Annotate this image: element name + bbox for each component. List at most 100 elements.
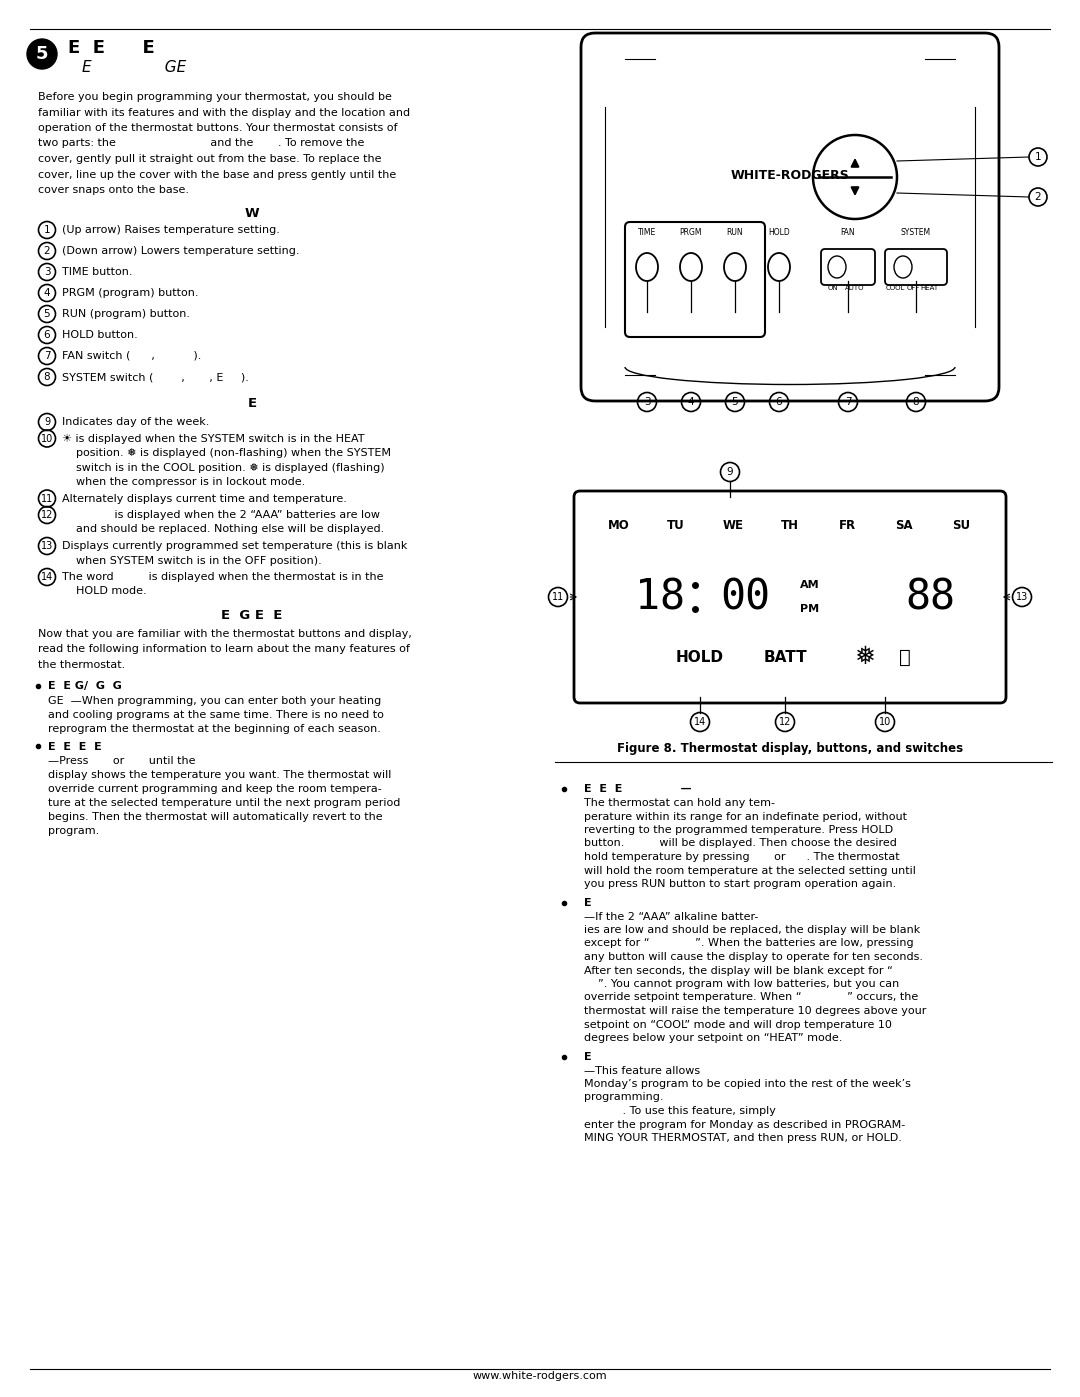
Text: SA: SA — [895, 520, 913, 532]
Text: 10: 10 — [879, 717, 891, 726]
Text: PM: PM — [800, 604, 819, 615]
Text: FAN switch (      ,           ).: FAN switch ( , ). — [62, 351, 201, 360]
Text: begins. Then the thermostat will automatically revert to the: begins. Then the thermostat will automat… — [48, 812, 382, 821]
Text: 6: 6 — [43, 330, 51, 339]
Text: 12: 12 — [41, 510, 53, 520]
Text: After ten seconds, the display will be blank except for “: After ten seconds, the display will be b… — [584, 965, 893, 975]
Text: (Down arrow) Lowers temperature setting.: (Down arrow) Lowers temperature setting. — [62, 246, 299, 256]
Text: Now that you are familiar with the thermostat buttons and display,: Now that you are familiar with the therm… — [38, 629, 411, 638]
Text: when the compressor is in lockout mode.: when the compressor is in lockout mode. — [62, 476, 306, 488]
Text: program.: program. — [48, 826, 99, 835]
Text: 18: 18 — [635, 576, 685, 617]
Text: 8: 8 — [913, 397, 919, 407]
Text: ☀ is displayed when the SYSTEM switch is in the HEAT: ☀ is displayed when the SYSTEM switch is… — [62, 433, 365, 444]
Text: Displays currently programmed set temperature (this is blank: Displays currently programmed set temper… — [62, 541, 407, 550]
Text: read the following information to learn about the many features of: read the following information to learn … — [38, 644, 410, 655]
Text: and cooling programs at the same time. There is no need to: and cooling programs at the same time. T… — [48, 710, 383, 719]
Text: reverting to the programmed temperature. Press HOLD: reverting to the programmed temperature.… — [584, 826, 893, 835]
Text: 🔥: 🔥 — [900, 647, 910, 666]
Text: SYSTEM: SYSTEM — [901, 228, 931, 237]
Text: 9: 9 — [727, 467, 733, 476]
Text: SU: SU — [953, 520, 971, 532]
Text: and should be replaced. Nothing else will be displayed.: and should be replaced. Nothing else wil… — [62, 524, 384, 535]
Text: AM: AM — [800, 580, 820, 590]
Text: 6: 6 — [775, 397, 782, 407]
Text: TIME button.: TIME button. — [62, 267, 133, 277]
Text: WHITE-RODGERS: WHITE-RODGERS — [731, 169, 849, 182]
Text: 5: 5 — [36, 45, 49, 63]
Text: cover, line up the cover with the base and press gently until the: cover, line up the cover with the base a… — [38, 169, 396, 179]
Text: AUTO: AUTO — [846, 285, 865, 291]
Text: HOLD button.: HOLD button. — [62, 330, 138, 339]
Text: 14: 14 — [41, 571, 53, 583]
Text: override setpoint temperature. When “             ” occurs, the: override setpoint temperature. When “ ” … — [584, 992, 918, 1003]
Text: ies are low and should be replaced, the display will be blank: ies are low and should be replaced, the … — [584, 925, 920, 935]
Text: 13: 13 — [1016, 592, 1028, 602]
Text: 9: 9 — [44, 416, 50, 427]
Text: thermostat will raise the temperature 10 degrees above your: thermostat will raise the temperature 10… — [584, 1006, 927, 1016]
Text: COOL: COOL — [886, 285, 905, 291]
Text: ON: ON — [827, 285, 838, 291]
Text: button.          will be displayed. Then choose the desired: button. will be displayed. Then choose t… — [584, 838, 896, 848]
Text: ”. You cannot program with low batteries, but you can: ”. You cannot program with low batteries… — [584, 979, 900, 989]
Text: the thermostat.: the thermostat. — [38, 659, 125, 671]
Text: 2: 2 — [43, 246, 51, 256]
Text: —If the 2 “AAA” alkaline batter-: —If the 2 “AAA” alkaline batter- — [584, 911, 758, 922]
Text: PRGM: PRGM — [679, 228, 702, 237]
Text: TIME: TIME — [638, 228, 657, 237]
Text: E               GE: E GE — [82, 60, 186, 74]
Text: setpoint on “COOL” mode and will drop temperature 10: setpoint on “COOL” mode and will drop te… — [584, 1020, 892, 1030]
Text: 5: 5 — [43, 309, 51, 319]
Text: you press RUN button to start program operation again.: you press RUN button to start program op… — [584, 879, 896, 888]
Text: PRGM (program) button.: PRGM (program) button. — [62, 288, 199, 298]
Text: Indicates day of the week.: Indicates day of the week. — [62, 416, 210, 427]
Text: W: W — [245, 207, 259, 219]
Text: Before you begin programming your thermostat, you should be: Before you begin programming your thermo… — [38, 92, 392, 102]
Text: MO: MO — [608, 520, 630, 532]
Text: degrees below your setpoint on “HEAT” mode.: degrees below your setpoint on “HEAT” mo… — [584, 1032, 842, 1044]
Text: cover, gently pull it straight out from the base. To replace the: cover, gently pull it straight out from … — [38, 154, 381, 163]
Text: 7: 7 — [43, 351, 51, 360]
Text: 2: 2 — [1035, 191, 1041, 203]
Text: 00: 00 — [720, 576, 770, 617]
Text: 3: 3 — [644, 397, 650, 407]
Text: 10: 10 — [41, 433, 53, 443]
Text: 4: 4 — [43, 288, 51, 298]
Text: TU: TU — [666, 520, 685, 532]
Text: HOLD: HOLD — [768, 228, 789, 237]
Text: position. ❅ is displayed (non-flashing) when the SYSTEM: position. ❅ is displayed (non-flashing) … — [62, 448, 391, 458]
Text: E: E — [584, 897, 592, 908]
Text: Monday’s program to be copied into the rest of the week’s: Monday’s program to be copied into the r… — [584, 1078, 910, 1090]
Text: RUN (program) button.: RUN (program) button. — [62, 309, 190, 319]
Text: except for “             ”. When the batteries are low, pressing: except for “ ”. When the batteries are l… — [584, 939, 914, 949]
Text: display shows the temperature you want. The thermostat will: display shows the temperature you want. … — [48, 770, 391, 780]
Text: GE  —When programming, you can enter both your heating: GE —When programming, you can enter both… — [48, 696, 381, 705]
Text: 11: 11 — [41, 493, 53, 503]
Text: 4: 4 — [688, 397, 694, 407]
Text: 1: 1 — [1035, 152, 1041, 162]
Text: any button will cause the display to operate for ten seconds.: any button will cause the display to ope… — [584, 951, 923, 963]
Text: HOLD mode.: HOLD mode. — [62, 587, 147, 597]
Text: when SYSTEM switch is in the OFF position).: when SYSTEM switch is in the OFF positio… — [62, 556, 322, 566]
Text: 14: 14 — [693, 717, 706, 726]
Text: E  E G/  G  G: E E G/ G G — [48, 682, 122, 692]
Text: will hold the room temperature at the selected setting until: will hold the room temperature at the se… — [584, 866, 916, 876]
Text: Alternately displays current time and temperature.: Alternately displays current time and te… — [62, 493, 347, 503]
Circle shape — [27, 39, 57, 68]
Text: E  E  E               —: E E E — — [584, 784, 691, 793]
Text: HOLD: HOLD — [676, 650, 724, 665]
Text: operation of the thermostat buttons. Your thermostat consists of: operation of the thermostat buttons. You… — [38, 123, 397, 133]
Text: hold temperature by pressing       or      . The thermostat: hold temperature by pressing or . The th… — [584, 852, 900, 862]
Text: is displayed when the 2 “AAA” batteries are low: is displayed when the 2 “AAA” batteries … — [62, 510, 380, 520]
Text: MING YOUR THERMOSTAT, and then press RUN, or HOLD.: MING YOUR THERMOSTAT, and then press RUN… — [584, 1133, 902, 1143]
Text: ture at the selected temperature until the next program period: ture at the selected temperature until t… — [48, 798, 401, 807]
Text: 1: 1 — [43, 225, 51, 235]
Text: 11: 11 — [552, 592, 564, 602]
Text: TH: TH — [781, 520, 799, 532]
Text: www.white-rodgers.com: www.white-rodgers.com — [473, 1370, 607, 1382]
Text: RUN: RUN — [727, 228, 743, 237]
Text: WE: WE — [723, 520, 743, 532]
Text: E  E      E: E E E — [68, 39, 154, 57]
Text: 5: 5 — [731, 397, 739, 407]
Text: E  G E  E: E G E E — [221, 609, 283, 622]
